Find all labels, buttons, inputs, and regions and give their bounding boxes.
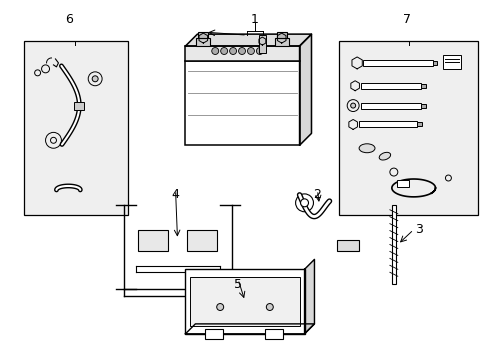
Bar bbox=[185, 269, 304, 334]
Bar bbox=[362, 60, 432, 66]
Ellipse shape bbox=[378, 152, 390, 160]
Bar bbox=[396, 180, 408, 187]
Bar bbox=[205, 329, 223, 339]
Bar bbox=[391, 205, 395, 284]
Bar bbox=[420, 84, 425, 88]
Polygon shape bbox=[185, 34, 311, 46]
Circle shape bbox=[256, 48, 263, 54]
Text: 1: 1 bbox=[250, 13, 258, 26]
Bar bbox=[138, 230, 167, 251]
Circle shape bbox=[216, 303, 223, 310]
Bar bbox=[196, 38, 210, 46]
Bar bbox=[274, 38, 288, 46]
Bar bbox=[185, 61, 299, 145]
Circle shape bbox=[220, 48, 227, 54]
Bar bbox=[190, 277, 299, 326]
Bar bbox=[187, 230, 217, 251]
Circle shape bbox=[350, 103, 355, 108]
Bar bbox=[185, 46, 299, 61]
Text: 6: 6 bbox=[65, 13, 73, 26]
Bar bbox=[74, 102, 84, 109]
Text: 7: 7 bbox=[402, 13, 410, 26]
Circle shape bbox=[238, 48, 245, 54]
Bar bbox=[443, 55, 460, 69]
Text: 4: 4 bbox=[171, 188, 179, 201]
Circle shape bbox=[266, 303, 273, 310]
Bar bbox=[337, 239, 358, 251]
Polygon shape bbox=[299, 34, 311, 145]
Bar bbox=[432, 61, 437, 65]
Bar bbox=[198, 32, 208, 38]
Ellipse shape bbox=[358, 144, 374, 153]
Bar bbox=[360, 103, 420, 109]
Circle shape bbox=[92, 76, 98, 82]
Text: 2: 2 bbox=[313, 188, 321, 201]
Circle shape bbox=[229, 48, 236, 54]
Bar bbox=[416, 122, 421, 126]
Polygon shape bbox=[185, 324, 314, 334]
Circle shape bbox=[211, 48, 218, 54]
Bar bbox=[258, 35, 265, 53]
Circle shape bbox=[247, 48, 254, 54]
Bar bbox=[360, 83, 420, 89]
Text: 3: 3 bbox=[414, 223, 422, 236]
Bar bbox=[339, 41, 477, 215]
Bar bbox=[420, 104, 425, 108]
Bar bbox=[24, 41, 128, 215]
Bar bbox=[358, 121, 416, 127]
Bar bbox=[264, 329, 282, 339]
Circle shape bbox=[300, 199, 308, 207]
Polygon shape bbox=[304, 260, 314, 334]
Bar bbox=[276, 32, 286, 38]
Text: 5: 5 bbox=[234, 278, 242, 291]
